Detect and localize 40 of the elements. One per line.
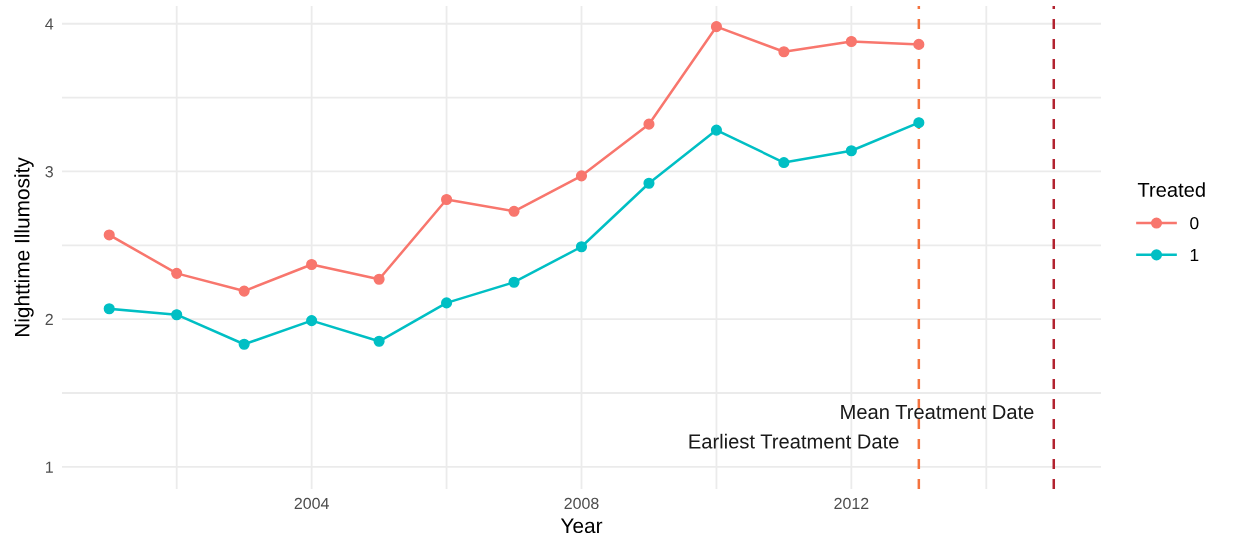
y-tick-label: 2	[45, 313, 53, 325]
point	[710, 21, 722, 33]
point	[710, 124, 722, 136]
legend-label: 1	[1190, 249, 1199, 261]
legend-label: 0	[1190, 217, 1199, 230]
point	[913, 117, 925, 129]
point	[778, 157, 790, 169]
point	[238, 285, 250, 297]
point	[575, 241, 588, 253]
point	[103, 229, 115, 241]
point	[441, 297, 453, 309]
y-tick-label: 1	[46, 461, 53, 473]
point	[508, 276, 520, 288]
point	[508, 205, 520, 217]
point	[103, 303, 115, 315]
x-tick-label: 2008	[564, 497, 599, 510]
y-axis-title: Nighttime Illumosity	[14, 157, 34, 337]
annotation: Earliest Treatment Date	[689, 433, 899, 449]
point	[171, 267, 183, 279]
point	[238, 338, 250, 350]
point	[845, 35, 857, 48]
point	[306, 315, 318, 327]
legend-title: Treated	[1137, 182, 1205, 197]
point	[643, 118, 655, 130]
point	[913, 38, 925, 50]
point	[778, 46, 790, 58]
x-tick-label: 2012	[834, 497, 869, 510]
point	[373, 335, 385, 347]
x-axis-title: Year	[560, 518, 603, 534]
point	[845, 145, 857, 157]
point	[441, 193, 453, 206]
y-tick-label: 4	[45, 18, 54, 30]
point	[643, 177, 655, 189]
point	[575, 170, 588, 182]
annotation: Mean Treatment Date	[841, 405, 1034, 420]
point	[306, 258, 318, 271]
point	[171, 309, 183, 321]
point	[373, 273, 385, 285]
y-tick-label: 3	[45, 166, 53, 178]
x-tick-label: 2004	[294, 497, 329, 510]
